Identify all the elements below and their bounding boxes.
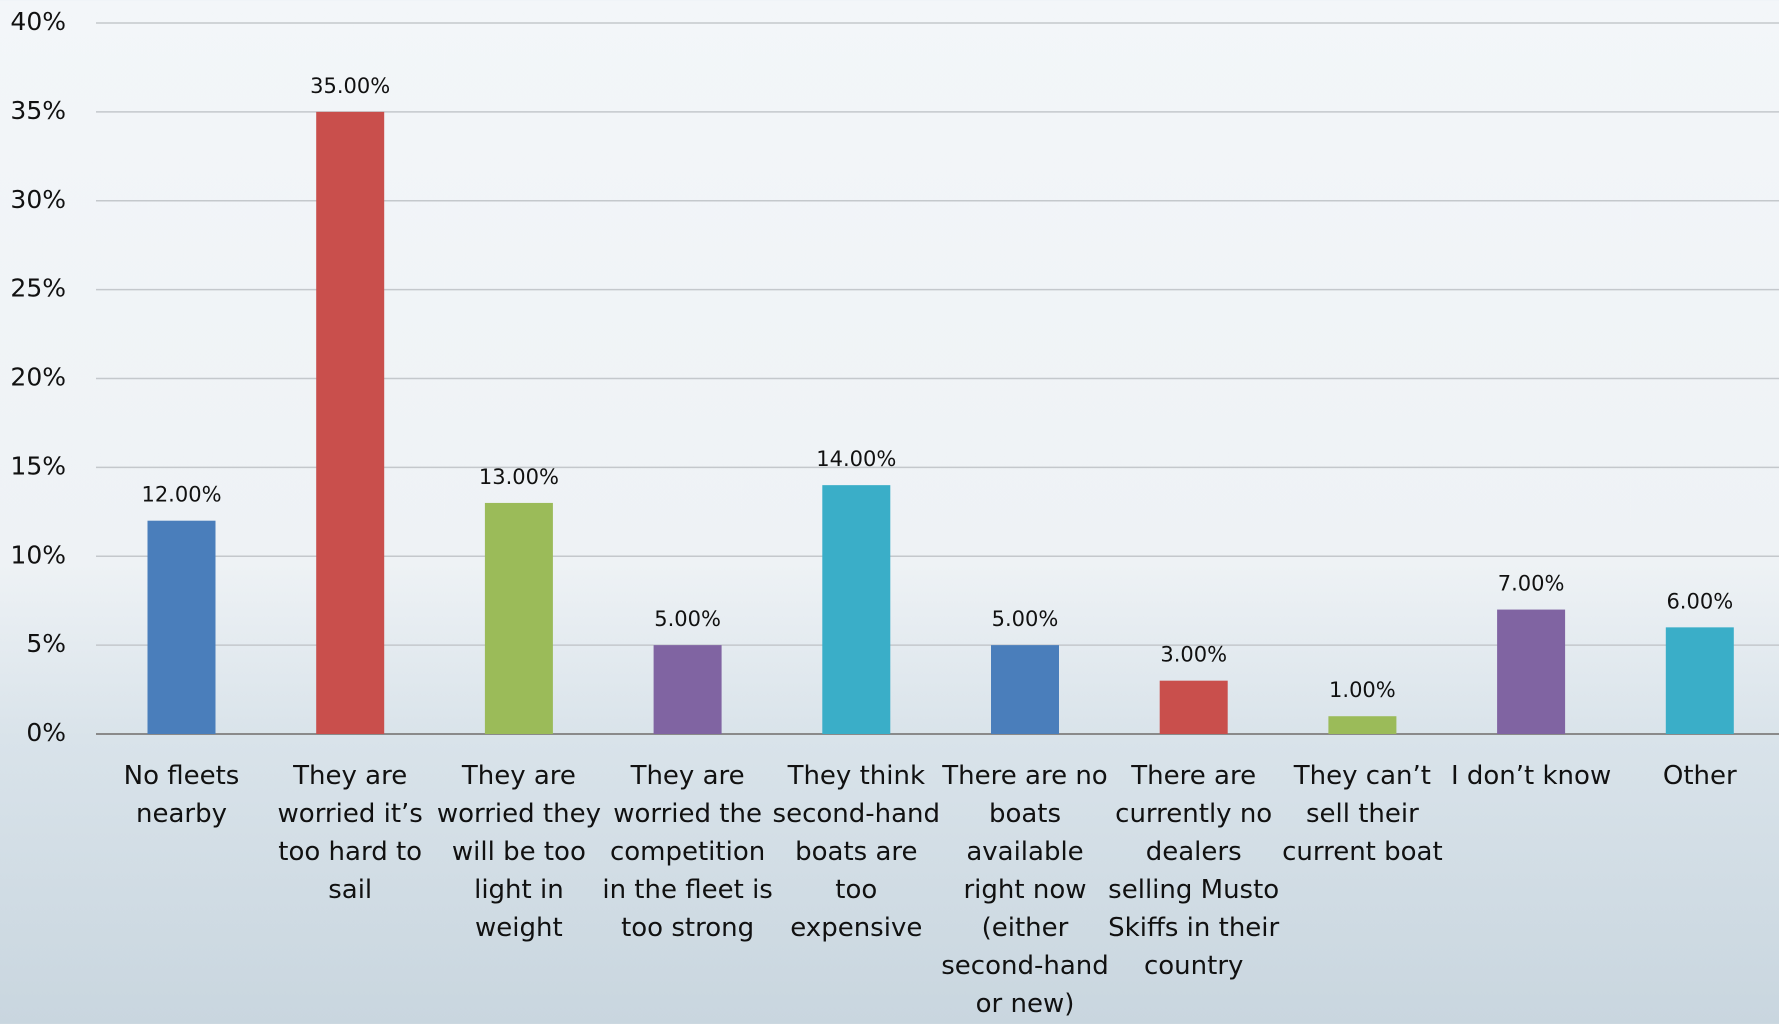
value-label: 5.00% xyxy=(992,607,1059,631)
value-label: 1.00% xyxy=(1329,678,1396,702)
bar xyxy=(822,485,891,734)
value-label: 7.00% xyxy=(1498,572,1565,596)
x-tick-label: Other xyxy=(1662,761,1737,791)
y-tick-label: 30% xyxy=(10,185,66,214)
value-label: 5.00% xyxy=(654,607,721,631)
y-tick-label: 0% xyxy=(26,718,66,747)
bar xyxy=(653,645,722,734)
x-tick-label: There are no boats available right now (… xyxy=(941,761,1109,1019)
value-label: 12.00% xyxy=(141,483,221,507)
y-tick-label: 35% xyxy=(10,96,66,125)
value-label: 6.00% xyxy=(1666,589,1733,613)
x-tick-label: No fleets nearby xyxy=(123,761,240,829)
y-tick-label: 15% xyxy=(10,451,66,480)
value-label: 3.00% xyxy=(1160,643,1227,667)
y-tick-label: 20% xyxy=(10,363,66,392)
x-tick-label: They are worried they will be too light … xyxy=(436,761,601,943)
x-tick-label: They are worried the competition in the … xyxy=(602,761,773,943)
x-tick-label: They are worried it’s too hard to sail xyxy=(277,761,423,905)
x-tick-label: There are currently no dealers selling M… xyxy=(1108,761,1280,981)
bar xyxy=(991,645,1059,734)
value-label: 35.00% xyxy=(310,74,390,98)
bar xyxy=(1497,609,1566,734)
y-tick-label: 40% xyxy=(10,7,66,36)
bar xyxy=(484,502,553,734)
value-label: 14.00% xyxy=(816,447,896,471)
y-tick-label: 10% xyxy=(10,540,66,569)
x-tick-label: They can’t sell their current boat xyxy=(1282,761,1443,867)
bar xyxy=(1159,680,1228,734)
value-label: 13.00% xyxy=(479,465,559,489)
y-tick-label: 25% xyxy=(10,274,66,303)
bar xyxy=(147,520,216,734)
x-tick-label: They think second-hand boats are too exp… xyxy=(772,761,941,943)
y-tick-label: 5% xyxy=(26,629,66,658)
bar xyxy=(1328,716,1397,734)
x-tick-label: I don’t know xyxy=(1450,761,1612,791)
bar xyxy=(316,111,385,734)
bar xyxy=(1665,627,1734,734)
